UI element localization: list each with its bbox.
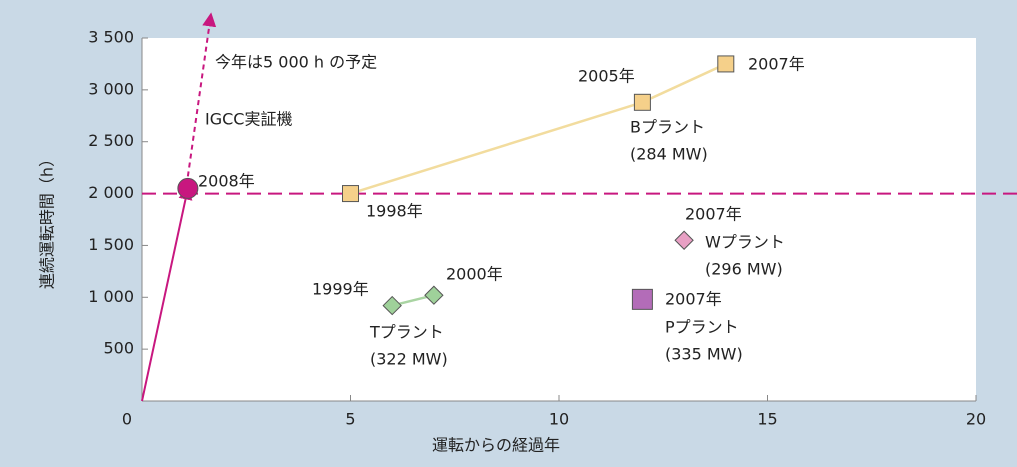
plot-area <box>142 38 976 401</box>
series-capacity: (284 MW) <box>630 145 708 164</box>
y-tick-label: 500 <box>103 339 134 358</box>
y-axis-label: 連続運転時間（h） <box>38 151 57 289</box>
series-name: Wプラント <box>705 233 785 252</box>
y-tick-label: 1 000 <box>88 287 134 306</box>
marker <box>674 230 694 250</box>
marker <box>424 285 444 305</box>
marker <box>717 55 735 73</box>
marker <box>382 295 402 316</box>
point-label: 2007年 <box>685 205 742 224</box>
y-tick-label: 1 500 <box>88 235 134 254</box>
x-tick-label: 15 <box>757 410 777 429</box>
series-name: IGCC実証機 <box>205 110 292 129</box>
y-tick-label: 3 000 <box>88 79 134 98</box>
projection-arrow <box>186 12 217 177</box>
marker <box>177 177 199 199</box>
x-axis-label: 運転からの経過年 <box>432 436 560 455</box>
series-name: Bプラント <box>630 118 705 137</box>
y-tick-label: 2 500 <box>88 131 134 150</box>
point-label: 2000年 <box>446 265 503 284</box>
point-label: 2008年 <box>198 172 255 191</box>
point-label: 2007年 <box>665 290 722 309</box>
marker <box>342 185 359 203</box>
series-name: Pプラント <box>665 318 739 337</box>
marker <box>633 93 651 111</box>
series-capacity: (335 MW) <box>665 345 743 364</box>
annotation: 今年は5 000 h の予定 <box>215 53 377 72</box>
point-label: 2007年 <box>748 55 805 74</box>
series-capacity: (296 MW) <box>705 260 783 279</box>
marker <box>631 288 653 310</box>
x-tick-label: 20 <box>966 410 986 429</box>
y-tick-label: 2 000 <box>88 183 134 202</box>
series-line <box>141 185 193 402</box>
point-label: 1999年 <box>312 280 369 299</box>
y-tick-label: 3 500 <box>88 28 134 47</box>
x-tick-label: 0 <box>122 410 132 429</box>
point-label: 1998年 <box>366 202 423 221</box>
x-tick-label: 10 <box>549 410 569 429</box>
x-tick-label: 5 <box>345 410 355 429</box>
series-capacity: (322 MW) <box>370 350 448 369</box>
point-label: 2005年 <box>578 67 635 86</box>
series-name: Tプラント <box>369 323 444 342</box>
